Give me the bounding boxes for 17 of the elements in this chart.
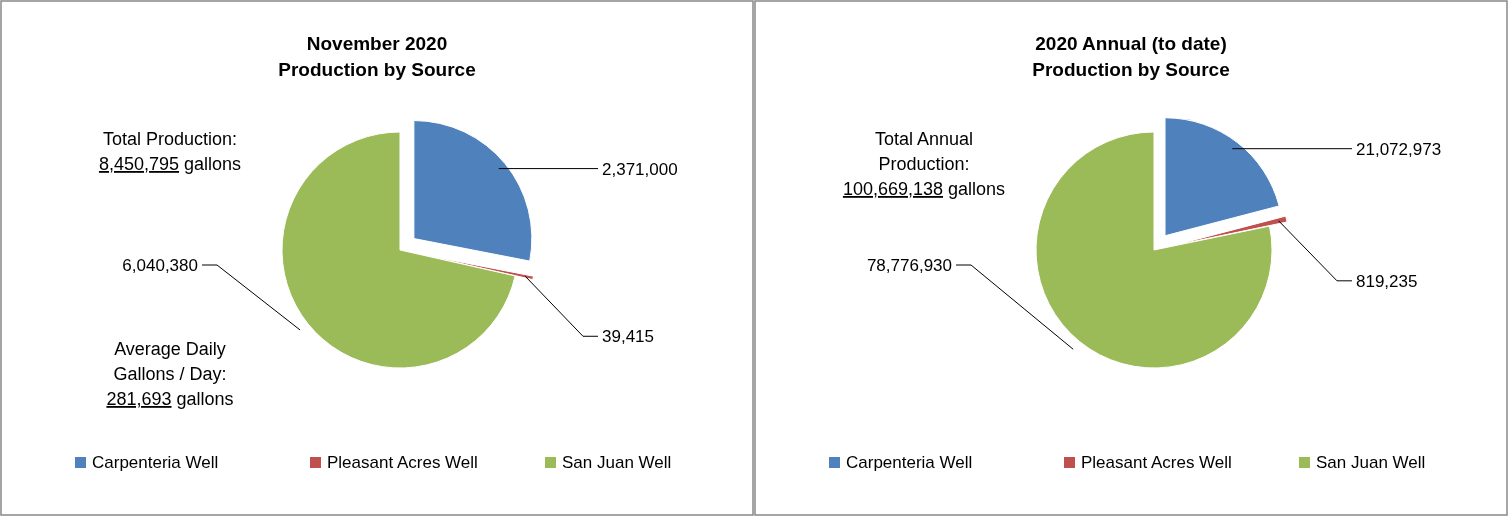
data-label: 6,040,380 — [122, 256, 198, 275]
legend-label: San Juan Well — [1316, 453, 1426, 472]
data-label: 39,415 — [602, 327, 654, 347]
chart-title: November 2020 Production by Source — [278, 33, 476, 80]
chart-title: 2020 Annual (to date) Production by Source — [1032, 33, 1230, 80]
text: Average Daily Gallons / Day: 281,693 gallons — [106, 339, 234, 409]
text: Total Annual Production: 100,669,138 gallons — [842, 129, 1006, 199]
data-label: 78,776,930 — [866, 256, 952, 275]
data-label: 2,371,000 — [602, 159, 678, 179]
legend-label: San Juan Well — [562, 453, 672, 472]
text: Total Production: 8,450,795 gallons — [98, 129, 242, 174]
legend-label: Carpenteria Well — [846, 453, 973, 472]
data-label: 819,235 — [1356, 271, 1418, 291]
data-label: 21,072,973 — [1356, 139, 1442, 159]
legend-label: Pleasant Acres Well — [1081, 453, 1232, 472]
legend-label: Carpenteria Well — [92, 453, 219, 472]
legend-label: Pleasant Acres Well — [327, 453, 478, 472]
